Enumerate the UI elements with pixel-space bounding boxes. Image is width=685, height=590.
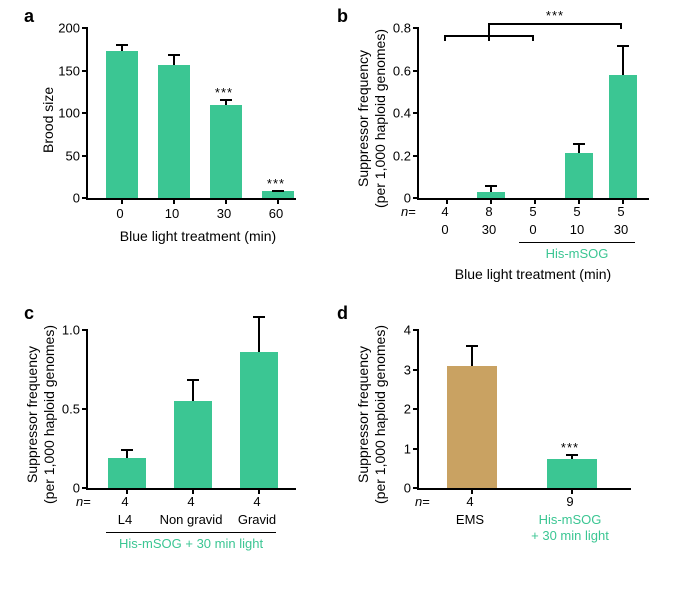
- x-category-label: 30: [614, 222, 628, 237]
- x-category-label: 0: [441, 222, 448, 237]
- x-axis-label: Blue light treatment (min): [455, 266, 611, 282]
- n-value: 8: [485, 204, 492, 219]
- figure-root: a050100150200Brood size0103060Blue light…: [0, 0, 685, 590]
- bar: [210, 105, 242, 198]
- n-value: 4: [253, 494, 260, 509]
- plot-d: 01234: [417, 330, 631, 490]
- n-value: 5: [529, 204, 536, 219]
- x-category-label: 60: [269, 206, 283, 221]
- ytick-label: 1.0: [62, 323, 80, 338]
- y-axis-label: Suppressor frequency(per 1,000 haploid g…: [355, 29, 389, 208]
- n-value: 4: [187, 494, 194, 509]
- ytick-label: 0.6: [393, 63, 411, 78]
- plot-a: 050100150200: [86, 28, 296, 200]
- ytick-label: 3: [404, 362, 411, 377]
- panel-label-b: b: [337, 6, 348, 27]
- bar: [609, 75, 637, 198]
- n-value: 4: [441, 204, 448, 219]
- n-equals-label: n=: [76, 494, 91, 509]
- bar: [106, 51, 138, 198]
- ytick-label: 200: [58, 21, 80, 36]
- y-axis-label: Brood size: [40, 87, 56, 153]
- n-value: 4: [121, 494, 128, 509]
- bar: [547, 459, 597, 488]
- ytick-label: 1: [404, 441, 411, 456]
- bar: [447, 366, 497, 488]
- ytick-label: 100: [58, 106, 80, 121]
- ytick-label: 4: [404, 323, 411, 338]
- bar: [174, 401, 212, 488]
- x-category-label: Gravid: [238, 512, 276, 527]
- bar: [158, 65, 190, 198]
- x-category-label: His-mSOG+ 30 min light: [531, 512, 609, 543]
- plot-c: 00.51.0: [86, 330, 296, 490]
- x-category-label: Non gravid: [160, 512, 223, 527]
- n-equals-label: n=: [401, 204, 416, 219]
- n-value: 5: [573, 204, 580, 219]
- ytick-label: 50: [66, 148, 80, 163]
- x-category-label: 10: [165, 206, 179, 221]
- ytick-label: 2: [404, 402, 411, 417]
- significance-marker: ***: [267, 176, 285, 191]
- x-category-label: L4: [118, 512, 132, 527]
- bar: [565, 153, 593, 198]
- bar: [262, 191, 294, 198]
- x-category-label: 0: [116, 206, 123, 221]
- n-value: 9: [566, 494, 573, 509]
- plot-b: 00.20.40.60.8: [417, 28, 649, 200]
- significance-marker: ***: [215, 85, 233, 100]
- ytick-label: 0.2: [393, 148, 411, 163]
- significance-marker: ***: [546, 8, 564, 23]
- y-axis-label: Suppressor frequency(per 1,000 haploid g…: [24, 325, 58, 504]
- ytick-label: 0.5: [62, 402, 80, 417]
- significance-marker: ***: [561, 440, 579, 455]
- n-value: 5: [617, 204, 624, 219]
- x-category-label: 30: [217, 206, 231, 221]
- ytick-label: 0: [404, 481, 411, 496]
- bar: [108, 458, 146, 488]
- x-category-label: 30: [482, 222, 496, 237]
- condition-label: His-mSOG + 30 min light: [119, 536, 263, 551]
- y-axis-label: Suppressor frequency(per 1,000 haploid g…: [355, 325, 389, 504]
- x-category-label: 10: [570, 222, 584, 237]
- panel-label-a: a: [24, 6, 34, 27]
- x-category-label: 0: [529, 222, 536, 237]
- panel-label-c: c: [24, 303, 34, 324]
- ytick-label: 150: [58, 63, 80, 78]
- n-value: 4: [466, 494, 473, 509]
- x-category-label: EMS: [456, 512, 484, 528]
- n-equals-label: n=: [415, 494, 430, 509]
- panel-label-d: d: [337, 303, 348, 324]
- bar: [240, 352, 278, 488]
- ytick-label: 0: [73, 191, 80, 206]
- x-axis-label: Blue light treatment (min): [120, 228, 276, 244]
- condition-label: His-mSOG: [546, 246, 609, 261]
- ytick-label: 0.8: [393, 21, 411, 36]
- ytick-label: 0.4: [393, 106, 411, 121]
